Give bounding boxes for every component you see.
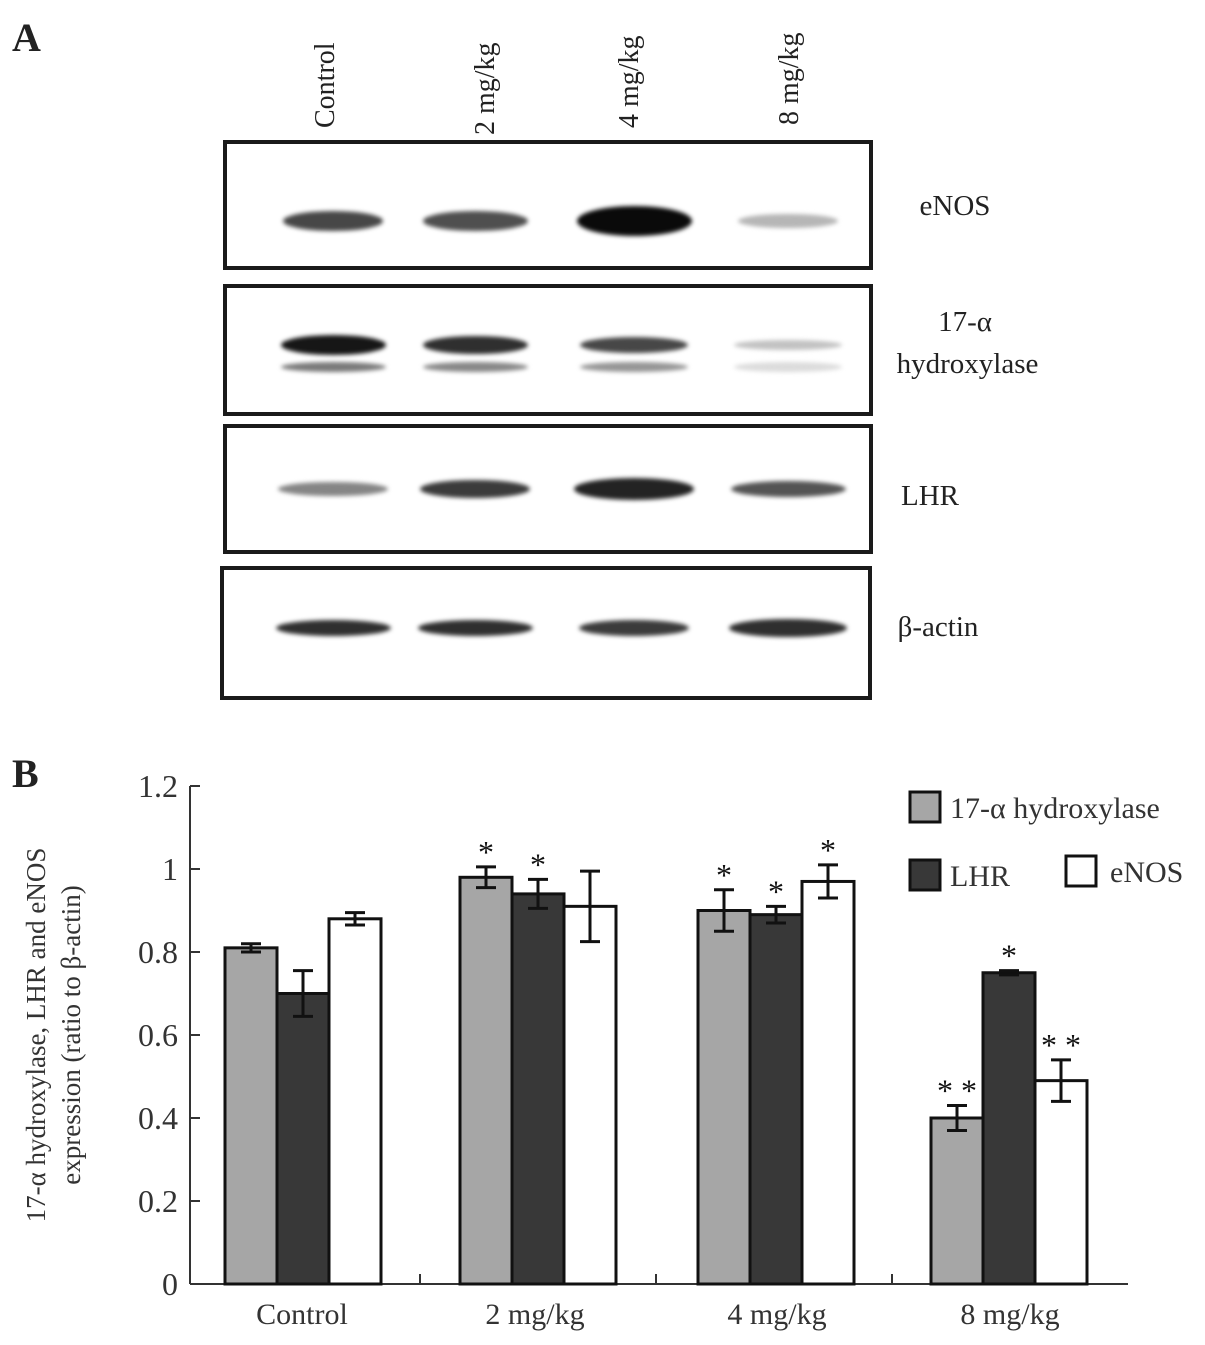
significance-marker: * * [1041,1027,1081,1063]
y-axis-label-line1: 17-α hydroxylase, LHR and eNOS [21,848,51,1223]
blot-band-lower [280,362,386,372]
bar [696,909,752,1286]
significance-marker: * [716,857,732,893]
y-tick-label: 0.6 [138,1017,178,1053]
legend-label: 17-α hydroxylase [950,792,1160,825]
bar [327,917,383,1286]
significance-marker: * [820,832,836,868]
bar [223,946,279,1286]
x-tick-label: 4 mg/kg [727,1298,826,1331]
x-tick-label: Control [256,1298,348,1331]
bar [929,1116,985,1286]
blot-enos [223,140,873,270]
y-tick-label: 1 [162,851,178,887]
blot-band [422,336,528,354]
legend-swatch [908,790,942,824]
blot-band-lower [734,362,842,372]
y-tick-label: 1.2 [138,768,178,804]
blot-band [275,620,391,636]
blot-band [280,335,386,355]
legend-swatch [908,858,942,892]
x-tick-label: 8 mg/kg [960,1298,1059,1331]
legend-label: eNOS [1110,856,1183,889]
panel-a-letter: A [12,15,41,60]
y-tick-label: 0.8 [138,934,178,970]
significance-marker: * [530,846,546,882]
bar [800,879,856,1286]
significance-marker: * [768,873,784,909]
blot-band [422,211,528,231]
legend-label: LHR [950,860,1010,893]
blot-band [420,480,530,498]
significance-marker: * [478,834,494,870]
bar [275,992,331,1286]
blot-band [730,481,846,497]
y-tick-label: 0.4 [138,1100,178,1136]
y-tick-label: 0.2 [138,1183,178,1219]
bar [1033,1079,1089,1286]
bar [562,904,618,1286]
protein-label-enos: eNOS [919,190,991,222]
blot-band [417,620,533,636]
significance-marker: * [1001,938,1017,974]
blot-band [738,214,838,228]
blot-band [580,337,688,353]
x-tick-label: 2 mg/kg [485,1298,584,1331]
bar [981,971,1037,1286]
y-axis-label-line2: expression (ratio to β-actin) [56,885,86,1184]
panel-b-letter: B [12,751,39,796]
blot-band [576,206,692,236]
blot-band [574,478,694,500]
blot-band-lower [580,362,688,372]
significance-marker: * * [937,1073,977,1109]
bar [748,913,804,1286]
bar [458,875,514,1286]
blot-band [283,211,383,231]
legend-swatch [1064,854,1098,888]
blot-band-lower [422,362,528,372]
blot-band [579,620,689,636]
bar [510,892,566,1286]
protein-label-17a-line2: hydroxylase [896,348,1039,380]
protein-label-lhr: LHR [901,480,959,512]
protein-label-17a-line1: 17-α [938,306,992,338]
blot-band [278,482,388,496]
y-tick-label: 0 [162,1266,178,1302]
protein-label-beta-actin: β-actin [897,611,979,643]
blot-band [729,619,847,637]
blot-band [734,340,842,350]
